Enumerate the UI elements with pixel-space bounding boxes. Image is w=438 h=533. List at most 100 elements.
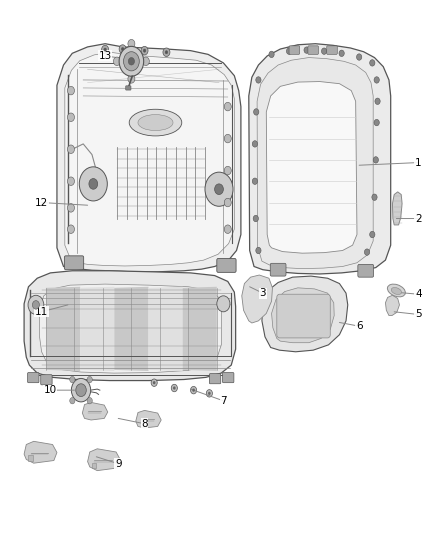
Circle shape — [217, 296, 230, 312]
Circle shape — [286, 48, 292, 54]
Polygon shape — [249, 44, 391, 274]
Circle shape — [163, 48, 170, 56]
FancyBboxPatch shape — [64, 256, 84, 270]
Circle shape — [76, 384, 86, 397]
Text: 6: 6 — [356, 321, 363, 331]
Polygon shape — [65, 52, 234, 266]
Text: 8: 8 — [141, 419, 148, 429]
Circle shape — [224, 134, 231, 143]
Circle shape — [104, 48, 106, 51]
Circle shape — [121, 47, 124, 51]
Circle shape — [119, 46, 144, 76]
Circle shape — [87, 398, 92, 404]
Polygon shape — [88, 449, 120, 471]
Polygon shape — [24, 441, 57, 463]
FancyBboxPatch shape — [358, 264, 374, 277]
Circle shape — [71, 378, 91, 402]
Circle shape — [339, 50, 344, 56]
Circle shape — [128, 39, 135, 48]
Text: 12: 12 — [35, 198, 48, 207]
Circle shape — [254, 109, 259, 115]
Circle shape — [372, 194, 377, 200]
Polygon shape — [392, 192, 402, 225]
Ellipse shape — [388, 284, 405, 297]
Circle shape — [102, 45, 109, 54]
Circle shape — [87, 376, 92, 383]
Circle shape — [151, 379, 157, 386]
Circle shape — [191, 386, 197, 394]
Circle shape — [70, 376, 75, 383]
Circle shape — [269, 51, 274, 58]
Circle shape — [224, 225, 231, 233]
Circle shape — [28, 295, 44, 314]
FancyBboxPatch shape — [126, 86, 131, 90]
Text: 3: 3 — [259, 288, 266, 298]
Text: 5: 5 — [415, 310, 422, 319]
Circle shape — [171, 384, 177, 392]
Circle shape — [224, 198, 231, 207]
Circle shape — [143, 49, 146, 52]
Circle shape — [375, 98, 380, 104]
Circle shape — [153, 381, 155, 384]
Circle shape — [119, 45, 126, 53]
Circle shape — [256, 77, 261, 83]
Polygon shape — [385, 295, 399, 316]
Circle shape — [206, 390, 212, 397]
Polygon shape — [57, 44, 241, 272]
Polygon shape — [82, 402, 108, 420]
Text: 2: 2 — [415, 214, 422, 223]
FancyBboxPatch shape — [270, 263, 286, 276]
FancyBboxPatch shape — [308, 46, 318, 54]
Circle shape — [256, 247, 261, 254]
Text: 10: 10 — [44, 385, 57, 395]
Circle shape — [224, 166, 231, 175]
Circle shape — [141, 46, 148, 55]
Circle shape — [192, 389, 195, 392]
FancyBboxPatch shape — [209, 374, 221, 384]
Circle shape — [67, 177, 74, 185]
FancyBboxPatch shape — [217, 259, 236, 272]
Circle shape — [67, 145, 74, 154]
Text: 13: 13 — [99, 51, 112, 61]
Text: 7: 7 — [220, 396, 227, 406]
Circle shape — [67, 113, 74, 122]
Circle shape — [165, 51, 168, 54]
Circle shape — [253, 215, 258, 222]
Ellipse shape — [391, 287, 402, 295]
Circle shape — [113, 57, 120, 66]
FancyBboxPatch shape — [277, 294, 330, 338]
Circle shape — [89, 179, 98, 189]
Ellipse shape — [129, 109, 182, 136]
Circle shape — [373, 157, 378, 163]
FancyBboxPatch shape — [327, 46, 337, 54]
Polygon shape — [28, 455, 33, 461]
Circle shape — [70, 398, 75, 404]
Circle shape — [370, 231, 375, 238]
Polygon shape — [46, 287, 80, 371]
Circle shape — [67, 86, 74, 95]
Circle shape — [142, 57, 149, 66]
Circle shape — [208, 392, 211, 395]
Text: 1: 1 — [415, 158, 422, 167]
Circle shape — [364, 249, 370, 255]
Polygon shape — [242, 275, 272, 323]
Circle shape — [128, 75, 135, 83]
Polygon shape — [92, 463, 96, 468]
Polygon shape — [136, 410, 161, 428]
Circle shape — [357, 54, 362, 60]
Circle shape — [252, 141, 258, 147]
Circle shape — [128, 58, 134, 65]
Polygon shape — [262, 276, 348, 352]
Circle shape — [215, 184, 223, 195]
Circle shape — [79, 167, 107, 201]
Circle shape — [370, 60, 375, 66]
Polygon shape — [257, 58, 373, 269]
Circle shape — [205, 172, 233, 206]
Circle shape — [67, 204, 74, 212]
Circle shape — [304, 47, 309, 53]
Polygon shape — [266, 82, 357, 253]
FancyBboxPatch shape — [28, 373, 39, 383]
Circle shape — [321, 48, 327, 54]
FancyBboxPatch shape — [223, 373, 234, 383]
Circle shape — [252, 178, 258, 184]
